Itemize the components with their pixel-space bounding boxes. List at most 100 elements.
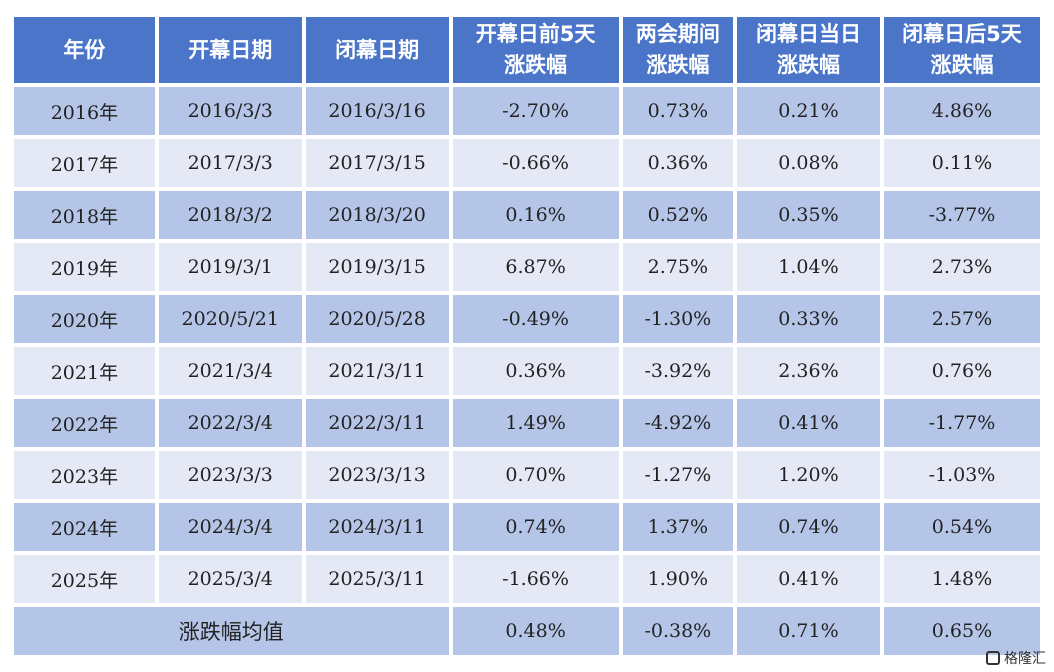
- table-cell: 2.36%: [737, 347, 880, 395]
- data-table-container: 年份 开幕日期 闭幕日期 开幕日前5天 涨跌幅 两会期间 涨跌幅 闭幕日当日 涨跌幅 闭幕日后5天…: [10, 13, 1044, 659]
- table-cell: -0.66%: [452, 139, 619, 187]
- table-cell: 2017年: [14, 139, 155, 187]
- table-cell: 0.41%: [737, 399, 880, 447]
- table-cell: 2.73%: [883, 243, 1040, 291]
- table-cell: -3.92%: [622, 347, 734, 395]
- table-cell: 6.87%: [452, 243, 619, 291]
- table-cell: 2020/5/21: [158, 295, 302, 343]
- table-cell: 0.08%: [737, 139, 880, 187]
- table-cell: -1.77%: [883, 399, 1040, 447]
- table-cell: 2.75%: [622, 243, 734, 291]
- average-value-cell: -0.38%: [622, 607, 734, 655]
- column-header: 两会期间 涨跌幅: [622, 17, 734, 83]
- table-cell: 2023/3/13: [305, 451, 449, 499]
- table-cell: 0.70%: [452, 451, 619, 499]
- table-cell: 1.90%: [622, 555, 734, 603]
- column-header: 开幕日期: [158, 17, 302, 83]
- logo-g-icon: [986, 651, 1000, 665]
- average-row: 涨跌幅均值 0.48% -0.38% 0.71% 0.65%: [14, 607, 1040, 655]
- table-cell: 0.36%: [452, 347, 619, 395]
- average-value-cell: 0.71%: [737, 607, 880, 655]
- table-cell: 1.20%: [737, 451, 880, 499]
- table-cell: 0.35%: [737, 191, 880, 239]
- table-cell: 2018年: [14, 191, 155, 239]
- table-cell: 2020年: [14, 295, 155, 343]
- table-cell: 0.74%: [452, 503, 619, 551]
- table-cell: 1.37%: [622, 503, 734, 551]
- table-row: 2017年 2017/3/3 2017/3/15 -0.66% 0.36% 0.08% 0.…: [14, 139, 1040, 187]
- table-cell: -1.30%: [622, 295, 734, 343]
- table-cell: 2017/3/15: [305, 139, 449, 187]
- table-body: 2016年 2016/3/3 2016/3/16 -2.70% 0.73% 0.21% 4.…: [14, 87, 1040, 655]
- table-row: 2024年 2024/3/4 2024/3/11 0.74% 1.37% 0.74% 0.5…: [14, 503, 1040, 551]
- table-row: 2020年 2020/5/21 2020/5/28 -0.49% -1.30% 0.33%…: [14, 295, 1040, 343]
- table-cell: 2019年: [14, 243, 155, 291]
- average-value-cell: 0.65%: [883, 607, 1040, 655]
- table-cell: 2022/3/4: [158, 399, 302, 447]
- table-cell: 0.33%: [737, 295, 880, 343]
- table-row: 2019年 2019/3/1 2019/3/15 6.87% 2.75% 1.04% 2.7…: [14, 243, 1040, 291]
- table-row: 2025年 2025/3/4 2025/3/11 -1.66% 1.90% 0.41% 1.…: [14, 555, 1040, 603]
- table-cell: 2022年: [14, 399, 155, 447]
- table-cell: -0.49%: [452, 295, 619, 343]
- table-cell: 2024/3/4: [158, 503, 302, 551]
- table-cell: 0.11%: [883, 139, 1040, 187]
- table-row: 2023年 2023/3/3 2023/3/13 0.70% -1.27% 1.20% -1…: [14, 451, 1040, 499]
- table-cell: 2024/3/11: [305, 503, 449, 551]
- table-cell: 0.36%: [622, 139, 734, 187]
- table-cell: 0.16%: [452, 191, 619, 239]
- table-cell: 2024年: [14, 503, 155, 551]
- column-header: 年份: [14, 17, 155, 83]
- table-cell: 2025/3/11: [305, 555, 449, 603]
- table-cell: 2018/3/2: [158, 191, 302, 239]
- table-cell: 2023/3/3: [158, 451, 302, 499]
- table-cell: 2019/3/15: [305, 243, 449, 291]
- table-cell: -1.66%: [452, 555, 619, 603]
- column-header: 闭幕日期: [305, 17, 449, 83]
- table-cell: 2022/3/11: [305, 399, 449, 447]
- table-cell: 2016年: [14, 87, 155, 135]
- table-cell: 2017/3/3: [158, 139, 302, 187]
- table-cell: 1.48%: [883, 555, 1040, 603]
- table-cell: 2019/3/1: [158, 243, 302, 291]
- table-cell: 4.86%: [883, 87, 1040, 135]
- table-cell: 2018/3/20: [305, 191, 449, 239]
- table-cell: 0.54%: [883, 503, 1040, 551]
- table-cell: 2023年: [14, 451, 155, 499]
- table-cell: 0.21%: [737, 87, 880, 135]
- table-cell: 2016/3/16: [305, 87, 449, 135]
- average-row-label: 涨跌幅均值: [14, 607, 449, 655]
- table-cell: 2021/3/4: [158, 347, 302, 395]
- table-cell: -1.03%: [883, 451, 1040, 499]
- table-cell: 2021年: [14, 347, 155, 395]
- table-row: 2022年 2022/3/4 2022/3/11 1.49% -4.92% 0.41% -1…: [14, 399, 1040, 447]
- two-sessions-returns-table: 年份 开幕日期 闭幕日期 开幕日前5天 涨跌幅 两会期间 涨跌幅 闭幕日当日 涨跌幅 闭幕日后5天…: [10, 13, 1044, 659]
- table-cell: 0.74%: [737, 503, 880, 551]
- table-row: 2018年 2018/3/2 2018/3/20 0.16% 0.52% 0.35% -3.…: [14, 191, 1040, 239]
- table-cell: -1.27%: [622, 451, 734, 499]
- table-cell: 2025年: [14, 555, 155, 603]
- average-value-cell: 0.48%: [452, 607, 619, 655]
- table-cell: 2016/3/3: [158, 87, 302, 135]
- table-cell: 2.57%: [883, 295, 1040, 343]
- table-cell: -4.92%: [622, 399, 734, 447]
- table-cell: 1.04%: [737, 243, 880, 291]
- table-cell: 0.41%: [737, 555, 880, 603]
- table-cell: 1.49%: [452, 399, 619, 447]
- table-cell: 2021/3/11: [305, 347, 449, 395]
- table-cell: 0.52%: [622, 191, 734, 239]
- table-cell: -3.77%: [883, 191, 1040, 239]
- table-header-row: 年份 开幕日期 闭幕日期 开幕日前5天 涨跌幅 两会期间 涨跌幅 闭幕日当日 涨跌幅 闭幕日后5天…: [14, 17, 1040, 83]
- column-header: 开幕日前5天 涨跌幅: [452, 17, 619, 83]
- watermark-text: 格隆汇: [1004, 651, 1046, 667]
- table-cell: -2.70%: [452, 87, 619, 135]
- table-cell: 0.73%: [622, 87, 734, 135]
- table-cell: 2020/5/28: [305, 295, 449, 343]
- table-row: 2016年 2016/3/3 2016/3/16 -2.70% 0.73% 0.21% 4.…: [14, 87, 1040, 135]
- watermark: 格隆汇: [986, 648, 1046, 668]
- table-row: 2021年 2021/3/4 2021/3/11 0.36% -3.92% 2.36% 0.…: [14, 347, 1040, 395]
- column-header: 闭幕日后5天 涨跌幅: [883, 17, 1040, 83]
- table-cell: 2025/3/4: [158, 555, 302, 603]
- column-header: 闭幕日当日 涨跌幅: [737, 17, 880, 83]
- table-cell: 0.76%: [883, 347, 1040, 395]
